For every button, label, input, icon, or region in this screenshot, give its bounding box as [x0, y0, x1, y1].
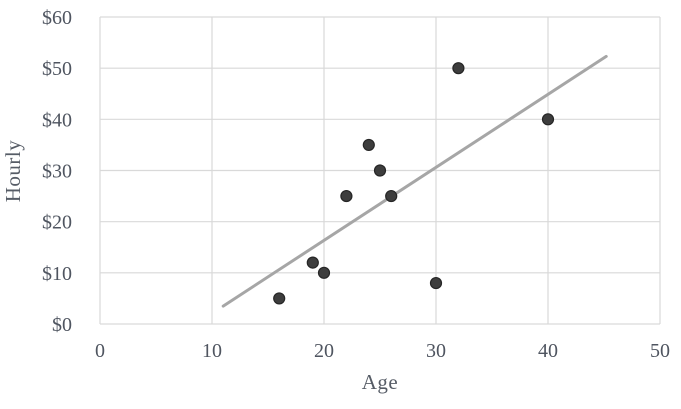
x-tick-label: 0 [95, 340, 105, 362]
data-point [273, 292, 286, 305]
y-tick-label: $0 [52, 314, 72, 336]
x-tick-label: 50 [650, 340, 670, 362]
x-tick-label: 10 [202, 340, 222, 362]
trendline [221, 54, 608, 308]
x-tick-label: 40 [538, 340, 558, 362]
data-point [362, 138, 375, 152]
data-point [452, 62, 465, 75]
y-tick-label: $30 [42, 161, 72, 183]
y-tick-label: $20 [42, 212, 72, 234]
data-point [373, 164, 387, 177]
y-tick-label: $60 [42, 7, 72, 29]
y-axis-title: Hourly [1, 139, 25, 203]
data-point [385, 189, 398, 203]
data-point [429, 276, 443, 290]
data-point [541, 113, 555, 126]
x-tick-label: 20 [314, 340, 334, 362]
y-tick-label: $50 [42, 58, 72, 80]
data-point [340, 189, 353, 203]
y-tick-label: $40 [42, 109, 72, 131]
x-tick-label: 30 [426, 340, 446, 362]
data-point [317, 266, 331, 279]
x-axis-title: Age [361, 370, 399, 394]
y-tick-label: $10 [42, 263, 72, 285]
data-point [306, 256, 319, 269]
